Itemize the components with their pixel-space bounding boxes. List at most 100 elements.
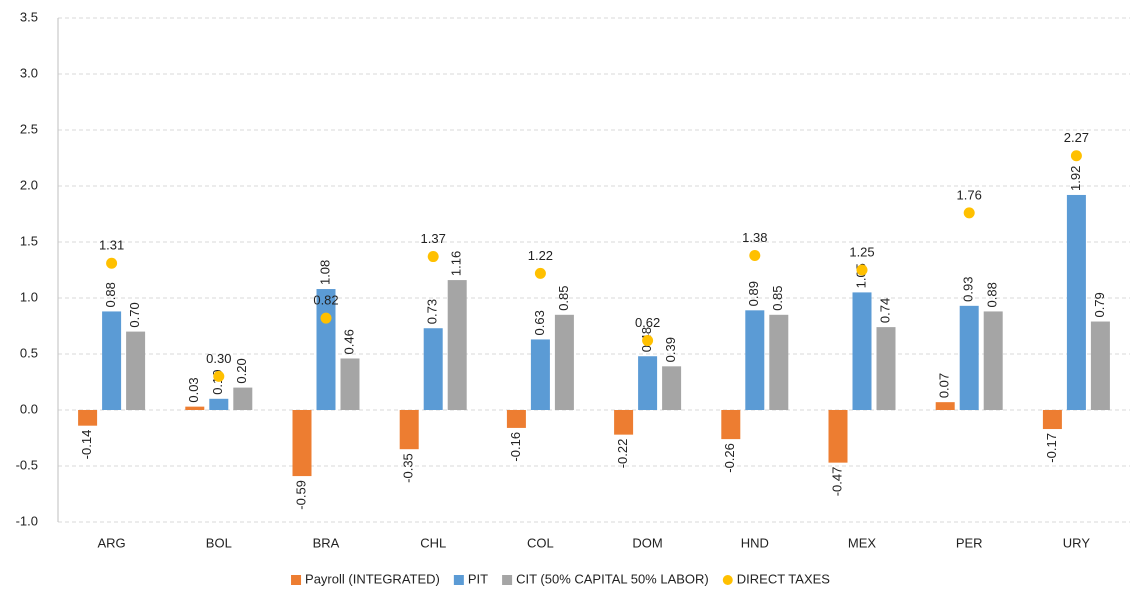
bar — [935, 402, 955, 410]
y-tick-label: 1.0 — [20, 289, 38, 304]
bar — [1066, 194, 1086, 410]
dot — [963, 207, 975, 219]
data-label: 0.79 — [1092, 292, 1107, 317]
data-label: -0.14 — [79, 430, 94, 460]
bar — [340, 358, 360, 410]
bar — [78, 410, 98, 426]
data-label: 0.85 — [556, 285, 571, 310]
bar — [102, 311, 122, 410]
bar — [662, 366, 682, 410]
bar — [126, 331, 146, 410]
x-tick-label: BRA — [313, 535, 340, 550]
x-tick-label: HND — [741, 535, 769, 550]
data-label: -0.59 — [293, 480, 308, 510]
x-tick-label: PER — [956, 535, 983, 550]
bar — [506, 410, 526, 428]
legend-label: PIT — [468, 571, 488, 586]
data-label: 0.88 — [985, 282, 1000, 307]
bar — [209, 398, 229, 410]
data-label: 1.16 — [449, 251, 464, 276]
x-tick-label: ARG — [98, 535, 126, 550]
dot — [213, 370, 225, 382]
data-label: 1.92 — [1068, 166, 1083, 191]
data-label: 0.73 — [425, 299, 440, 324]
data-label: 0.30 — [206, 351, 231, 366]
y-tick-label: -0.5 — [16, 457, 38, 472]
data-label: 0.39 — [663, 337, 678, 362]
data-label: -0.22 — [615, 439, 630, 469]
dot — [856, 264, 868, 276]
data-label: 0.74 — [877, 298, 892, 323]
bar — [721, 410, 741, 440]
data-label: 0.07 — [937, 373, 952, 398]
bar — [828, 410, 848, 463]
data-label: 0.63 — [532, 310, 547, 335]
bar — [983, 311, 1003, 410]
data-label: -0.47 — [829, 467, 844, 497]
x-tick-label: COL — [527, 535, 554, 550]
legend-label: CIT (50% CAPITAL 50% LABOR) — [516, 571, 709, 586]
dot — [749, 249, 761, 261]
y-tick-label: 3.5 — [20, 9, 38, 24]
x-tick-label: BOL — [206, 535, 232, 550]
dot — [320, 312, 332, 324]
data-label: -0.16 — [508, 432, 523, 462]
data-label: 0.82 — [313, 293, 338, 308]
dot — [427, 251, 439, 263]
data-label: 0.62 — [635, 315, 660, 330]
data-label: 1.38 — [742, 230, 767, 245]
data-label: 0.88 — [103, 282, 118, 307]
data-label: 0.03 — [186, 377, 201, 402]
legend-label: Payroll (INTEGRATED) — [305, 571, 440, 586]
dot — [1070, 150, 1082, 162]
bar — [530, 339, 550, 410]
bar — [399, 410, 419, 450]
data-label: 0.89 — [746, 281, 761, 306]
data-label: 0.70 — [127, 302, 142, 327]
bar — [233, 387, 253, 410]
y-tick-label: 2.0 — [20, 177, 38, 192]
data-label: 1.76 — [957, 187, 982, 202]
bar — [554, 314, 574, 410]
x-tick-label: MEX — [848, 535, 877, 550]
legend-swatch — [502, 575, 513, 585]
y-tick-label: 3.0 — [20, 65, 38, 80]
data-label: 1.37 — [421, 231, 446, 246]
legend-swatch — [291, 575, 302, 585]
data-label: 2.27 — [1064, 130, 1089, 145]
bar — [423, 328, 443, 410]
data-label: 0.20 — [234, 358, 249, 383]
data-label: 0.46 — [341, 329, 356, 354]
bar — [1042, 410, 1062, 430]
data-label: 1.08 — [317, 260, 332, 285]
data-label: 1.25 — [849, 244, 874, 259]
x-tick-label: URY — [1063, 535, 1091, 550]
y-tick-label: 1.5 — [20, 233, 38, 248]
bar — [185, 406, 205, 410]
bar — [1090, 321, 1110, 410]
data-label: 0.85 — [770, 285, 785, 310]
y-tick-label: -1.0 — [16, 513, 38, 528]
bar — [638, 356, 658, 410]
y-tick-label: 2.5 — [20, 121, 38, 136]
legend-swatch — [453, 575, 464, 585]
bar — [614, 410, 634, 435]
data-label: -0.17 — [1044, 433, 1059, 463]
bar — [769, 314, 789, 410]
bar — [292, 410, 312, 477]
y-tick-label: 0.5 — [20, 345, 38, 360]
bar — [447, 280, 467, 410]
x-tick-label: CHL — [420, 535, 446, 550]
data-label: 1.22 — [528, 248, 553, 263]
dot — [106, 257, 118, 269]
x-tick-label: DOM — [632, 535, 662, 550]
data-label: -0.26 — [722, 443, 737, 473]
data-label: -0.35 — [401, 453, 416, 483]
bar — [852, 292, 872, 410]
y-tick-label: 0.0 — [20, 401, 38, 416]
data-label: 0.93 — [961, 277, 976, 302]
bar — [959, 305, 979, 410]
legend-swatch — [722, 575, 733, 585]
bar — [745, 310, 765, 410]
